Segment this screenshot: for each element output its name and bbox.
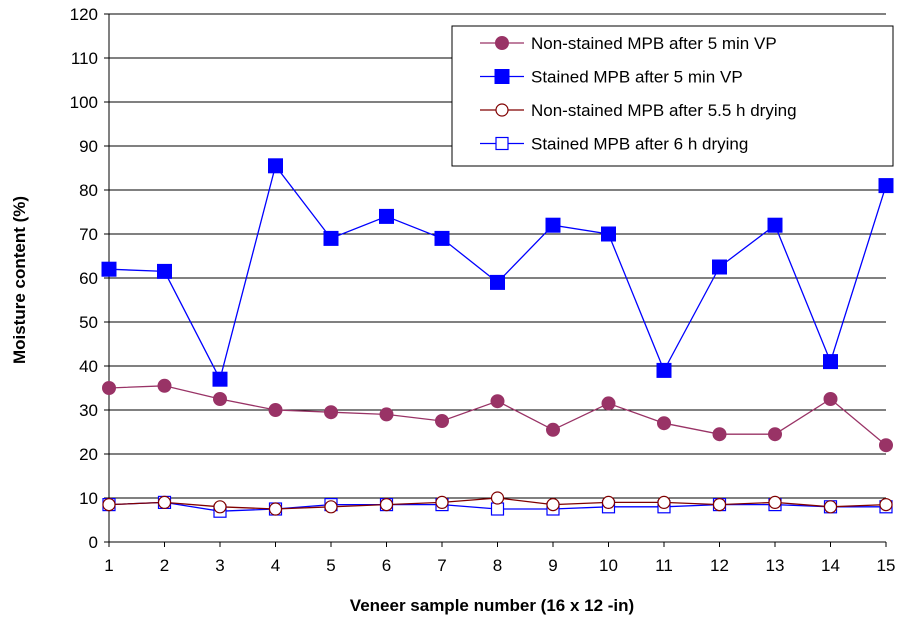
x-tick-label: 13 <box>766 556 785 575</box>
data-point <box>379 498 394 512</box>
data-point <box>601 226 616 242</box>
y-tick-label: 30 <box>79 401 98 420</box>
data-point <box>768 495 782 509</box>
data-point <box>434 230 450 246</box>
data-point <box>324 500 338 514</box>
data-point <box>767 217 783 233</box>
data-point <box>268 158 283 174</box>
legend-marker <box>495 36 509 50</box>
data-point <box>323 230 339 246</box>
series-3 <box>102 491 893 516</box>
data-point <box>213 500 227 514</box>
data-point <box>435 414 449 428</box>
data-point <box>601 495 616 509</box>
data-point <box>157 378 172 393</box>
x-tick-label: 4 <box>271 556 280 575</box>
data-point <box>823 392 838 406</box>
y-tick-label: 100 <box>70 93 98 112</box>
data-point <box>268 502 283 516</box>
data-point <box>712 498 727 512</box>
legend-item: Non-stained MPB after 5.5 h drying <box>480 101 797 120</box>
data-point <box>102 381 116 395</box>
x-tick-label: 7 <box>437 556 446 575</box>
legend-label: Stained MPB after 5 min VP <box>531 68 743 87</box>
legend-item: Stained MPB after 5 min VP <box>480 68 743 87</box>
y-tick-label: 110 <box>71 49 98 68</box>
x-tick-label: 11 <box>655 556 673 575</box>
data-point <box>768 427 782 442</box>
data-point <box>657 416 671 431</box>
data-point <box>379 208 394 224</box>
x-tick-label: 10 <box>599 556 618 575</box>
x-tick-label: 12 <box>710 556 729 575</box>
data-point <box>546 498 560 512</box>
x-tick-label: 3 <box>215 556 224 575</box>
y-tick-label: 70 <box>79 225 98 244</box>
x-tick-label: 8 <box>493 556 502 575</box>
x-tick-label: 15 <box>877 556 896 575</box>
data-point <box>490 502 505 516</box>
series-1 <box>102 378 893 453</box>
y-tick-label: 40 <box>79 357 98 376</box>
x-tick-label: 2 <box>160 556 169 575</box>
data-point <box>490 491 505 505</box>
x-tick-label: 5 <box>326 556 335 575</box>
data-point <box>601 396 616 411</box>
y-tick-label: 20 <box>79 445 98 464</box>
data-point <box>268 403 283 417</box>
y-tick-label: 60 <box>79 269 98 288</box>
legend-item: Non-stained MPB after 5 min VP <box>480 34 777 53</box>
data-point <box>324 405 338 420</box>
y-tick-label: 90 <box>79 137 98 156</box>
data-point <box>101 261 117 277</box>
data-point <box>379 407 394 422</box>
x-axis-title: Veneer sample number (16 x 12 -in) <box>350 596 634 615</box>
y-tick-label: 80 <box>79 181 98 200</box>
data-point <box>490 394 505 409</box>
y-axis-ticks: 0 10 20 30 40 50 60 70 80 90 100 110 120 <box>70 5 109 552</box>
y-tick-label: 120 <box>70 5 98 24</box>
data-point <box>212 371 228 387</box>
y-tick-label: 50 <box>79 313 98 332</box>
data-point <box>712 427 727 442</box>
x-tick-label: 14 <box>821 556 840 575</box>
legend-label: Stained MPB after 6 h drying <box>531 135 748 154</box>
data-point <box>656 362 672 378</box>
x-axis-ticks: 1 2 3 4 5 6 7 8 9 10 11 12 13 14 15 <box>104 542 895 575</box>
data-point <box>435 495 449 509</box>
series-2 <box>101 158 894 387</box>
legend: Non-stained MPB after 5 min VP Stained MP… <box>451 25 894 167</box>
legend-box <box>451 25 894 167</box>
data-point <box>545 217 561 233</box>
y-tick-label: 10 <box>79 489 98 508</box>
data-point <box>213 392 227 406</box>
data-point <box>823 500 838 514</box>
data-point <box>546 422 560 437</box>
legend-label: Non-stained MPB after 5.5 h drying <box>531 101 797 120</box>
y-tick-label: 0 <box>89 533 98 552</box>
data-point <box>102 498 116 512</box>
legend-label: Non-stained MPB after 5 min VP <box>531 34 777 53</box>
x-tick-label: 9 <box>548 556 557 575</box>
y-axis-title: Moisture content (%) <box>10 196 29 364</box>
legend-marker <box>495 136 509 151</box>
legend-marker <box>495 103 509 117</box>
data-point <box>157 495 172 509</box>
series-line <box>108 164 887 382</box>
data-point <box>157 263 172 279</box>
data-point <box>490 274 505 290</box>
data-point <box>823 354 838 370</box>
data-point <box>712 259 727 275</box>
series-layer <box>101 158 894 518</box>
data-point <box>878 178 894 194</box>
legend-item: Stained MPB after 6 h drying <box>480 135 748 154</box>
data-point <box>879 438 893 453</box>
data-point <box>657 495 671 509</box>
data-point <box>879 498 893 512</box>
x-tick-label: 6 <box>382 556 391 575</box>
legend-marker <box>494 69 510 84</box>
x-tick-label: 1 <box>104 556 113 575</box>
